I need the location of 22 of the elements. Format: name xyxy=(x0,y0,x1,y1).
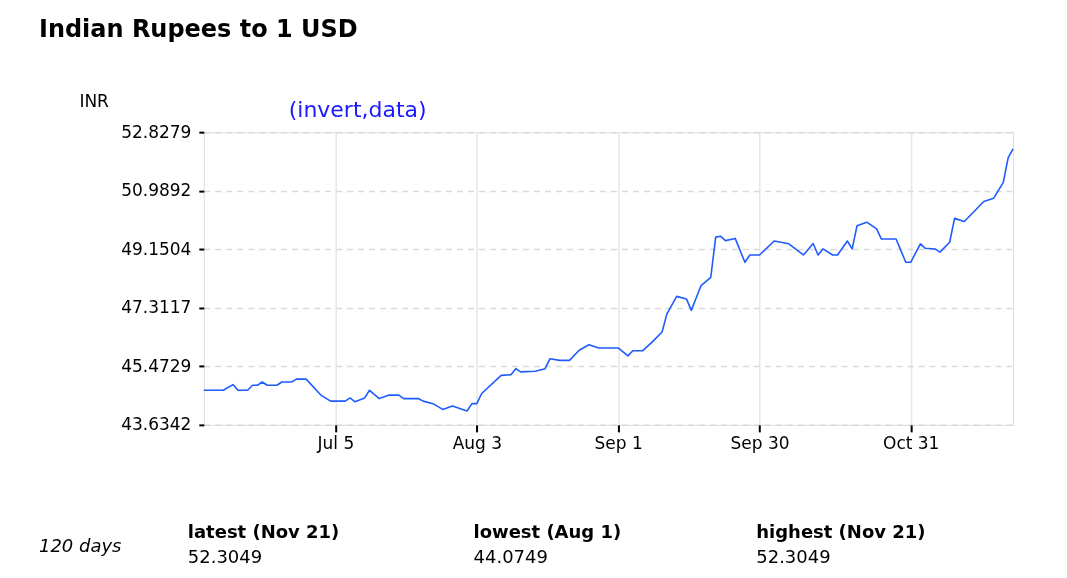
y-tick-label: 47.3117 xyxy=(121,297,192,318)
text: 52.3049 xyxy=(756,545,831,567)
line-series xyxy=(203,148,1014,412)
x-tick-label: Aug 3 xyxy=(452,433,502,454)
y-tick-label: 45.4729 xyxy=(121,355,192,376)
text: lowest (Aug 1) xyxy=(473,520,622,542)
text: latest (Nov 21) xyxy=(187,520,340,542)
chart-title: Indian Rupees to 1 USD xyxy=(38,15,358,44)
text: 120 days xyxy=(38,534,122,556)
y-tick-label: 43.6342 xyxy=(121,414,192,435)
y-tick-label: 50.9892 xyxy=(121,180,192,201)
y-axis-title: INR xyxy=(79,90,110,111)
x-tick-label: Sep 30 xyxy=(730,433,790,454)
x-tick-label: Jul 5 xyxy=(316,433,355,454)
x-tick-label: Sep 1 xyxy=(594,433,643,454)
x-tick-label: Oct 31 xyxy=(883,433,940,454)
text: 44.0749 xyxy=(473,545,548,567)
y-tick-label: 49.1504 xyxy=(121,238,192,259)
text: (invert,data) xyxy=(288,97,427,123)
text: 52.3049 xyxy=(187,545,263,567)
text: highest (Nov 21) xyxy=(756,520,926,542)
y-tick-label: 52.8279 xyxy=(121,121,192,142)
